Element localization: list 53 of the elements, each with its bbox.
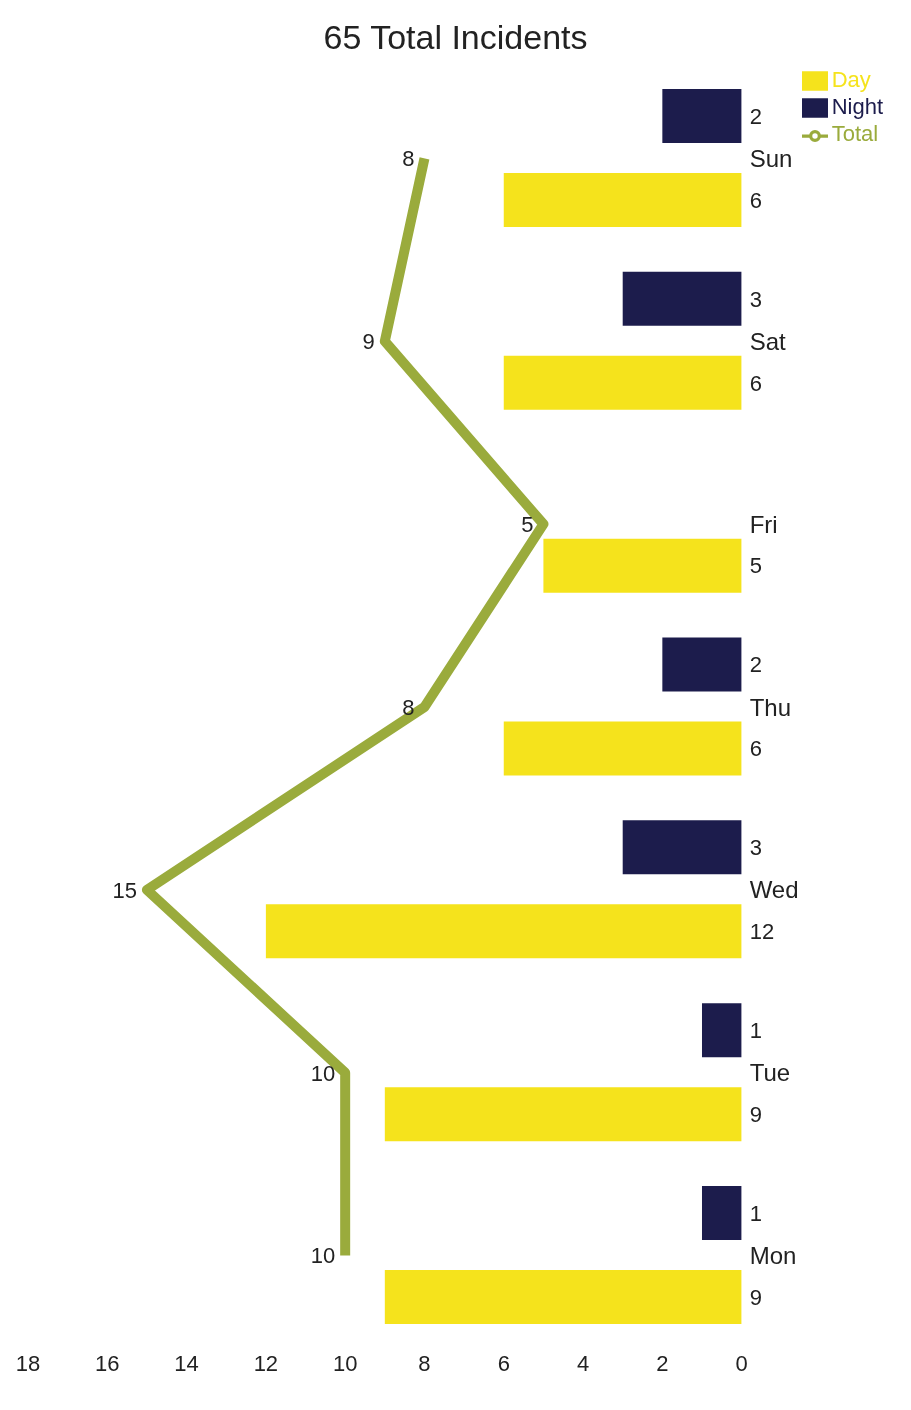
x-tick-label: 8 (418, 1350, 431, 1376)
bar (662, 88, 742, 143)
bar (701, 1186, 742, 1241)
y-tick-label: Tue (749, 1059, 791, 1087)
x-tick-label: 18 (15, 1350, 41, 1376)
data-label: 6 (749, 736, 762, 762)
data-label: 2 (749, 652, 762, 678)
x-tick-label: 12 (253, 1350, 279, 1376)
y-tick-label: Sat (749, 327, 786, 355)
x-tick-label: 16 (95, 1350, 120, 1376)
data-label: 8 (402, 146, 415, 172)
bar (503, 355, 742, 410)
x-tick-label: 10 (332, 1350, 358, 1376)
data-label: 6 (749, 187, 762, 213)
data-label: 15 (112, 877, 137, 903)
legend-label: Night (831, 94, 883, 120)
bar (622, 271, 742, 326)
bar (701, 1003, 742, 1058)
x-tick-label: 4 (576, 1350, 590, 1376)
x-tick-label: 0 (735, 1350, 748, 1376)
y-tick-label: Thu (749, 693, 791, 721)
x-tick-label: 14 (174, 1350, 199, 1376)
data-label: 5 (521, 511, 534, 537)
legend-label: Total (831, 121, 879, 147)
data-label: 9 (749, 1284, 762, 1310)
bar (662, 637, 742, 692)
bar (384, 1087, 742, 1142)
y-tick-label: Mon (749, 1242, 797, 1270)
data-label: 10 (310, 1060, 336, 1086)
data-label: 3 (749, 835, 762, 861)
data-label: 2 (749, 103, 762, 129)
data-label: 10 (310, 1243, 336, 1269)
bar (265, 904, 742, 959)
bar (543, 538, 742, 593)
bar (384, 1270, 742, 1325)
data-label: 6 (749, 370, 762, 396)
data-label: 9 (362, 329, 375, 355)
data-label: 1 (749, 1018, 762, 1044)
data-label: 1 (749, 1200, 762, 1226)
y-tick-label: Sun (749, 144, 793, 172)
data-label: 3 (749, 286, 762, 312)
bar (503, 172, 742, 227)
bar (622, 820, 742, 875)
y-tick-label: Wed (749, 876, 799, 904)
legend-label: Day (831, 67, 871, 92)
x-tick-label: 6 (497, 1350, 510, 1376)
data-label: 5 (749, 553, 762, 579)
data-label: 9 (749, 1102, 762, 1128)
bar (503, 721, 742, 776)
chart-title: 65 Total Incidents (322, 17, 589, 57)
data-label: 12 (749, 919, 775, 945)
y-tick-label: Fri (749, 510, 778, 538)
x-tick-label: 2 (656, 1350, 669, 1376)
